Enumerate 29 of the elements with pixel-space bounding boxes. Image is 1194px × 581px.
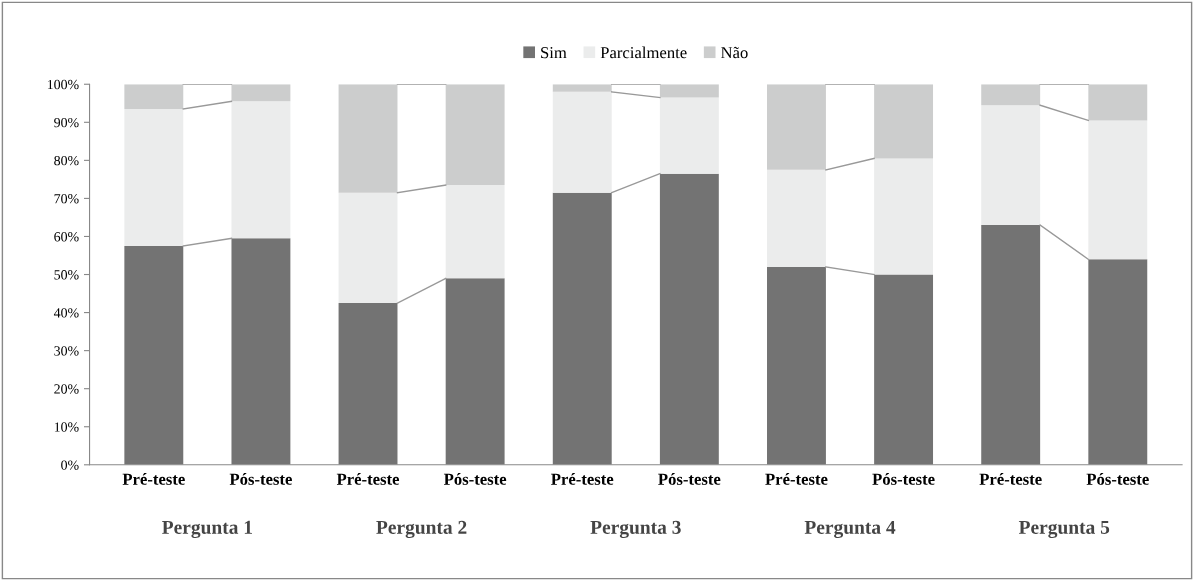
text: Pergunta 5 [1018, 520, 1110, 538]
y-tick-label: 0% [61, 460, 79, 470]
text: Pergunta 1 [162, 520, 252, 538]
text: Pergunta 4 [804, 520, 896, 538]
x-tick-label: Pré-teste [336, 473, 400, 485]
x-tick-label: Pré-teste [979, 473, 1042, 485]
x-tick-label: Pós-teste [229, 473, 292, 485]
legend-label: Não [721, 46, 748, 59]
y-tick-label: 100% [47, 79, 79, 90]
x-tick-label: Pós-teste [443, 473, 507, 485]
y-tick-label: 50% [54, 270, 79, 280]
y-tick-label: 80% [54, 155, 79, 166]
y-tick-label: 70% [54, 193, 79, 204]
x-tick-label: Pós-teste [872, 473, 935, 485]
x-tick-label: Pré-teste [122, 473, 185, 485]
y-tick-label: 10% [54, 422, 79, 432]
text: Pergunta 2 [376, 520, 467, 538]
x-tick-label: Pós-teste [1086, 473, 1149, 485]
text: Pergunta 3 [590, 520, 681, 538]
y-tick-label: 90% [54, 117, 79, 128]
x-tick-label: Pós-teste [658, 473, 721, 485]
y-tick-label: 60% [54, 232, 79, 242]
legend-label: Parcialmente [600, 46, 687, 59]
x-tick-label: Pré-teste [765, 473, 828, 485]
legend-label: Sim [541, 47, 567, 59]
y-tick-label: 30% [54, 346, 79, 356]
x-tick-label: Pré-teste [551, 473, 614, 485]
y-tick-label: 20% [54, 384, 79, 394]
y-tick-label: 40% [53, 308, 79, 318]
